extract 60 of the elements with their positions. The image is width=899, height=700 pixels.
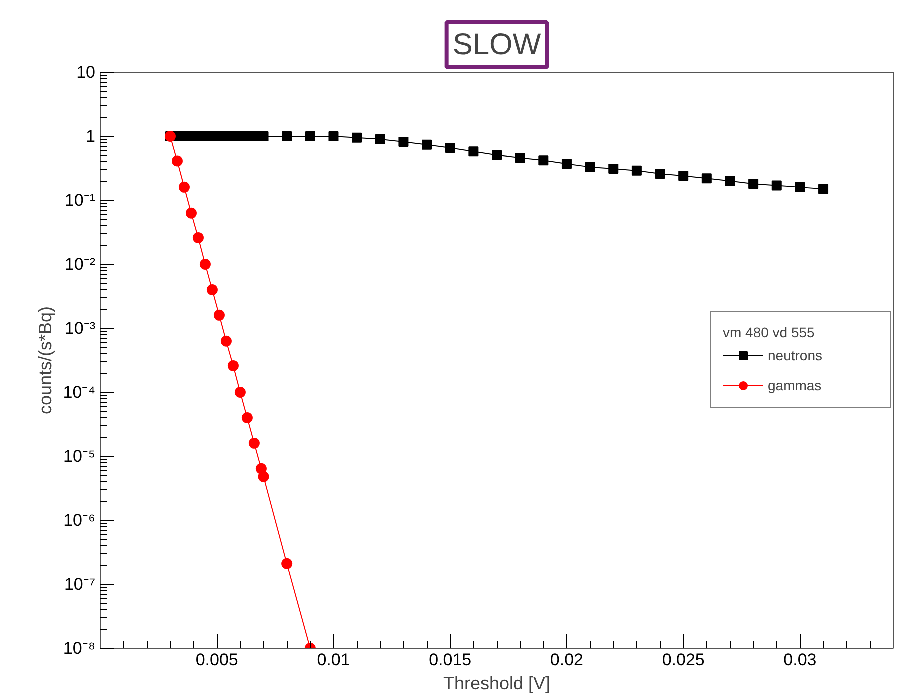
- chart-title: SLOW: [452, 28, 542, 62]
- point: [282, 558, 293, 570]
- point: [200, 259, 211, 270]
- point: [258, 471, 270, 482]
- point: [398, 137, 409, 148]
- point: [328, 132, 339, 142]
- x-tick-label: 0.03: [784, 650, 817, 670]
- point: [702, 174, 712, 184]
- x-tick-label: 0.01: [317, 650, 350, 670]
- point: [725, 176, 736, 186]
- point: [632, 166, 642, 176]
- point: [178, 182, 190, 193]
- y-tick-label: 10⁻⁴: [63, 383, 96, 402]
- x-tick-label: 0.025: [662, 650, 705, 670]
- y-tick-label: 10⁻¹: [64, 191, 96, 210]
- point: [795, 182, 806, 192]
- point: [422, 140, 432, 150]
- x-tick-label: 0.02: [550, 650, 584, 670]
- point: [375, 134, 386, 144]
- y-tick-label: 10⁻⁷: [64, 575, 96, 594]
- point: [234, 387, 246, 398]
- point: [282, 132, 292, 142]
- point: [186, 208, 197, 219]
- point: [585, 162, 596, 172]
- y-tick-label: 1: [86, 127, 96, 146]
- point: [772, 180, 782, 191]
- y-tick-label: 10⁻²: [64, 255, 96, 274]
- point: [206, 284, 218, 296]
- x-tick-label: 0.005: [196, 650, 238, 670]
- point: [562, 159, 572, 170]
- point: [608, 164, 619, 174]
- legend-label: gammas: [768, 378, 823, 394]
- y-tick-label: 10: [76, 63, 96, 82]
- point: [538, 156, 549, 166]
- point: [678, 171, 689, 182]
- point: [242, 412, 253, 424]
- point: [228, 360, 239, 372]
- x-axis-title: Threshold [V]: [443, 674, 551, 694]
- point: [748, 179, 759, 190]
- x-tick-label: 0.015: [429, 650, 472, 670]
- y-tick-label: 10⁻⁵: [64, 447, 96, 466]
- point: [352, 132, 362, 143]
- y-tick-label: 10⁻⁶: [64, 511, 96, 530]
- point: [468, 146, 479, 157]
- point: [445, 143, 456, 154]
- legend-label: neutrons: [768, 348, 824, 364]
- point: [305, 132, 316, 142]
- y-tick-label: 10⁻⁸: [63, 639, 96, 658]
- point: [248, 438, 260, 449]
- point: [172, 156, 183, 167]
- point: [214, 310, 225, 321]
- point: [515, 153, 526, 164]
- point: [492, 150, 502, 160]
- y-tick-label: 10⁻³: [64, 319, 96, 338]
- point: [192, 232, 204, 244]
- point: [220, 336, 232, 347]
- point: [655, 168, 666, 179]
- y-axis-title: counts/(s*Bq): [35, 306, 56, 415]
- point: [818, 184, 829, 194]
- legend-title: vm 480 vd 555: [723, 324, 816, 340]
